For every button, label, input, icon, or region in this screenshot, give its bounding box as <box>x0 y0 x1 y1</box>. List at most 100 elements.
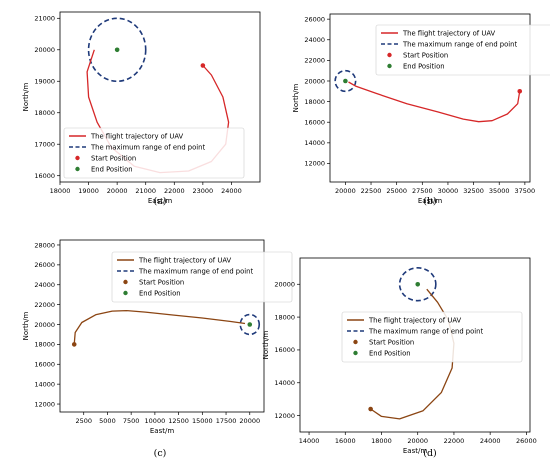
y-tick-label: 18000 <box>274 313 295 321</box>
start-point <box>71 342 77 347</box>
panel-caption: (b) <box>423 196 437 207</box>
y-axis-label: North/m <box>22 311 30 340</box>
legend-swatch <box>353 339 358 345</box>
x-tick-label: 23000 <box>193 187 214 195</box>
trajectory-line <box>348 81 521 123</box>
data-layer <box>71 309 261 347</box>
x-tick-label: 16000 <box>335 437 356 445</box>
x-tick-label: 15000 <box>192 417 213 425</box>
x-tick-label: 2500 <box>75 417 92 425</box>
legend-label: The flight trajectory of UAV <box>402 29 496 37</box>
x-tick-label: 12500 <box>168 417 189 425</box>
y-tick-label: 26000 <box>304 15 325 23</box>
legend-box <box>341 311 523 363</box>
legend-swatch <box>75 166 80 172</box>
trajectory-line <box>370 288 455 420</box>
panel-d: 14000 16000 18000 20000 22000 24000 26000 12000… <box>262 257 537 459</box>
x-axis-label: East/m <box>403 447 427 455</box>
trajectory-line <box>73 309 246 345</box>
legend-box <box>375 24 550 76</box>
legend-swatch <box>387 52 392 58</box>
y-tick-label: 12000 <box>304 160 325 168</box>
x-tick-label: 7500 <box>123 417 140 425</box>
panel-caption: (d) <box>423 448 437 459</box>
max-range-circle <box>334 69 357 93</box>
end-point <box>247 322 253 327</box>
legend-label: Start Position <box>139 278 184 286</box>
legend-label: The flight trajectory of UAV <box>138 256 232 264</box>
start-point <box>368 406 373 412</box>
x-tick-label: 24000 <box>480 437 501 445</box>
y-axis-label: North/m <box>292 83 300 112</box>
x-tick-label: 20000 <box>239 417 260 425</box>
y-tick-label: 16000 <box>34 361 55 369</box>
x-tick-label: 30000 <box>438 187 459 195</box>
legend: The flight trajectory of UAV The maximum … <box>375 24 550 76</box>
y-tick-label: 20000 <box>304 77 325 85</box>
max-range-circle <box>87 17 147 83</box>
legend-label: Start Position <box>91 154 136 162</box>
x-tick-label: 20000 <box>107 187 128 195</box>
panel-caption: (a) <box>153 196 166 207</box>
y-tick-label: 28000 <box>34 241 55 249</box>
end-point <box>114 47 120 53</box>
x-tick-label: 24000 <box>221 187 242 195</box>
max-range-circle <box>398 267 437 302</box>
x-tick-label: 21000 <box>135 187 156 195</box>
panel-c: 2500 5000 7500 10000 12500 15000 17500 20000120… <box>22 239 293 459</box>
legend-swatch <box>123 279 128 285</box>
y-tick-label: 17000 <box>34 141 55 149</box>
x-tick-label: 35000 <box>489 187 510 195</box>
x-axis-label: East/m <box>418 197 442 205</box>
data-layer <box>368 267 455 420</box>
y-tick-label: 16000 <box>304 119 325 127</box>
legend-swatch <box>387 63 392 69</box>
y-tick-label: 20000 <box>34 46 55 54</box>
legend-label: The flight trajectory of UAV <box>368 316 462 324</box>
legend-label: The flight trajectory of UAV <box>90 132 184 140</box>
y-tick-label: 14000 <box>34 380 55 388</box>
y-tick-label: 19000 <box>34 78 55 86</box>
y-tick-label: 20000 <box>274 281 295 289</box>
y-tick-label: 18000 <box>34 109 55 117</box>
legend-box <box>111 251 293 303</box>
y-tick-label: 24000 <box>304 36 325 44</box>
x-axis-label: East/m <box>148 197 172 205</box>
x-tick-label: 18000 <box>50 187 71 195</box>
y-tick-label: 14000 <box>274 379 295 387</box>
legend-swatch <box>353 350 358 356</box>
y-tick-label: 20000 <box>34 321 55 329</box>
panel-caption: (c) <box>154 448 167 459</box>
x-tick-label: 10000 <box>145 417 166 425</box>
x-tick-label: 17500 <box>216 417 237 425</box>
x-tick-label: 20000 <box>335 187 356 195</box>
x-tick-label: 32500 <box>463 187 484 195</box>
legend-label: Start Position <box>403 51 448 59</box>
start-point <box>517 89 523 94</box>
legend-label: The maximum range of end point <box>138 267 253 275</box>
legend-label: The maximum range of end point <box>90 143 205 151</box>
x-tick-label: 27500 <box>412 187 433 195</box>
y-tick-label: 22000 <box>34 301 55 309</box>
legend-label: End Position <box>91 165 133 173</box>
legend-label: End Position <box>139 289 181 297</box>
y-axis-label: North/m <box>262 330 270 359</box>
x-tick-label: 20000 <box>407 437 428 445</box>
end-point <box>415 281 421 287</box>
legend-label: End Position <box>403 62 445 70</box>
legend: The flight trajectory of UAV The maximum … <box>111 251 293 303</box>
x-tick-label: 14000 <box>299 437 320 445</box>
panel-a: 18000 19000 20000 21000 22000 23000 24000 16000… <box>22 11 261 207</box>
x-tick-label: 22000 <box>444 437 465 445</box>
x-tick-label: 19000 <box>78 187 99 195</box>
y-tick-label: 21000 <box>34 15 55 23</box>
end-point <box>343 78 348 84</box>
y-tick-label: 26000 <box>34 261 55 269</box>
legend-box <box>63 127 245 179</box>
max-range-circle <box>239 313 261 336</box>
start-point <box>200 63 206 68</box>
legend-label: Start Position <box>369 338 414 346</box>
legend-swatch <box>123 290 128 296</box>
y-tick-label: 12000 <box>34 400 55 408</box>
panel-b: 20000 22500 25000 27500 30000 32500 35000 37500… <box>292 13 550 207</box>
